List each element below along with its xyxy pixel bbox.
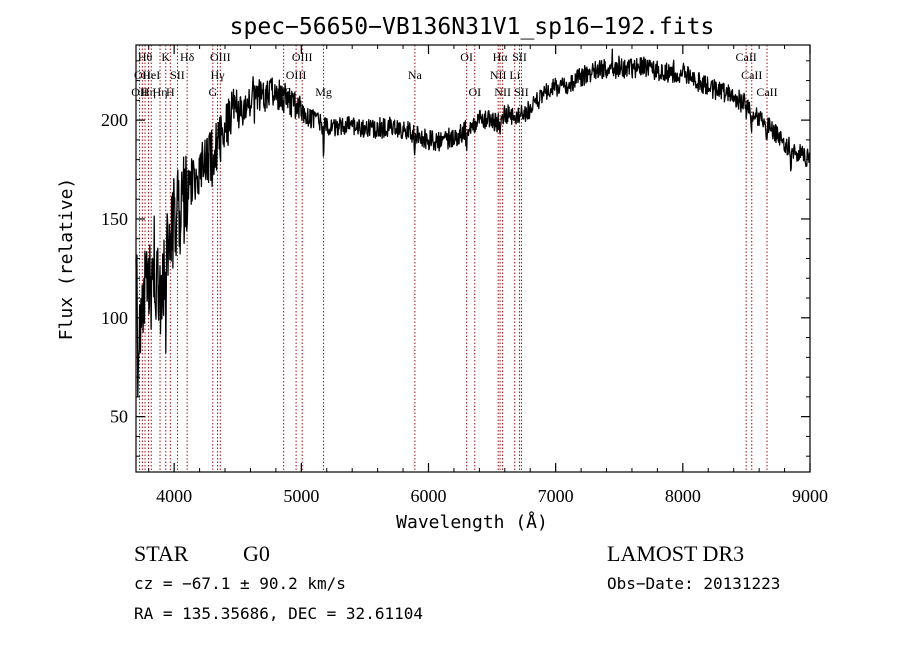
object-subclass: G0 (243, 541, 270, 566)
y-tick-label-100: 100 (101, 308, 128, 328)
line-label-6563: Hα (493, 50, 509, 64)
y-axis-ticks: 50 100 150 200 (101, 60, 810, 457)
survey-name: LAMOST DR3 (607, 541, 744, 566)
line-label-4363: OIII (210, 50, 231, 64)
line-label-4304: G (208, 85, 217, 99)
x-axis-label: Wavelength (Å) (396, 511, 548, 533)
line-label-5007: OIII (292, 50, 313, 64)
spectral-line-labels: OIIOIIHθHηHeIHηKHSIIHδGHγOIIIHβOIIIOIIIM… (131, 50, 777, 99)
object-class: STAR (134, 541, 189, 566)
line-label-3889: Hη (153, 85, 168, 99)
line-label-4959: OIII (286, 68, 307, 82)
line-label-6731: SII (514, 85, 529, 99)
line-label-4102: Hδ (180, 50, 195, 64)
line-label-8542: CaII (741, 68, 762, 82)
x-tick-label-4000: 4000 (156, 486, 192, 506)
spectrum-line (135, 48, 811, 398)
x-tick-label-9000: 9000 (792, 486, 828, 506)
line-label-3970: H (166, 85, 175, 99)
redshift-cz: cz = −67.1 ± 90.2 km/s (134, 574, 346, 593)
y-tick-label-150: 150 (101, 209, 128, 229)
line-label-4341: Hγ (211, 68, 226, 82)
line-label-5175: Mg (315, 85, 332, 99)
chart-title: spec−56650−VB136N31V1_sp16−192.fits (230, 14, 715, 40)
line-label-6583: NII (494, 85, 511, 99)
x-axis-ticks: 4000 5000 6000 7000 8000 9000 (148, 45, 828, 506)
line-label-3750: OII (134, 68, 151, 82)
x-tick-label-5000: 5000 (283, 486, 319, 506)
line-label-3820: HeI (142, 68, 160, 82)
line-label-8662: CaII (756, 85, 777, 99)
line-label-6548: NII (490, 68, 507, 82)
y-tick-label-200: 200 (101, 110, 128, 130)
line-label-4026: SII (170, 68, 185, 82)
y-tick-label-50: 50 (110, 407, 128, 427)
ra-dec: RA = 135.35686, DEC = 32.61104 (134, 604, 423, 623)
y-axis-label: Flux (relative) (56, 178, 77, 341)
line-label-3771: Hθ (138, 50, 153, 64)
line-label-6716: SII (512, 50, 527, 64)
observation-date: Obs−Date: 20131223 (607, 574, 780, 593)
line-label-3934: K (161, 50, 170, 64)
line-label-3728: OII (131, 85, 148, 99)
line-label-6678: Li (509, 68, 520, 82)
x-tick-label-8000: 8000 (665, 486, 701, 506)
line-label-3798: Hη (141, 85, 156, 99)
x-tick-label-6000: 6000 (410, 486, 446, 506)
line-label-5893: Na (408, 68, 423, 82)
x-tick-label-7000: 7000 (538, 486, 574, 506)
line-label-6364: OI (468, 85, 481, 99)
line-label-6300: OI (460, 50, 473, 64)
line-label-8498: CaII (735, 50, 756, 64)
